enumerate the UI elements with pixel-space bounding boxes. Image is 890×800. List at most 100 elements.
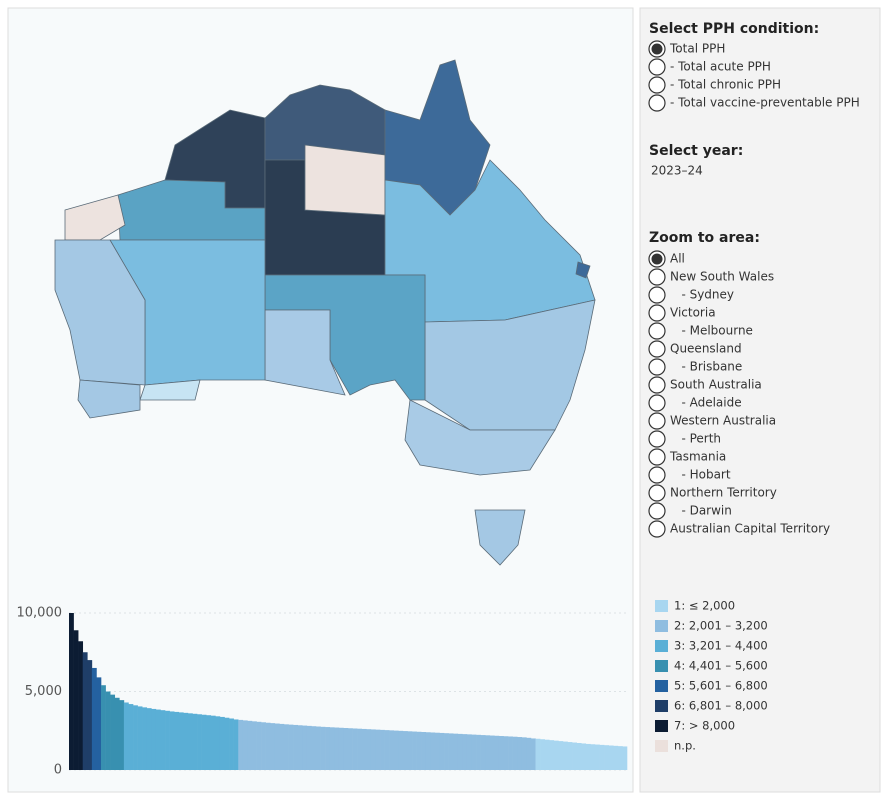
bar: [69, 613, 74, 770]
radio-label[interactable]: - Sydney: [670, 288, 734, 302]
radio-label[interactable]: Northern Territory: [670, 486, 777, 500]
radio-button[interactable]: [648, 448, 666, 466]
radio-button[interactable]: [648, 358, 666, 376]
bar: [544, 739, 550, 770]
area-title: Zoom to area:: [649, 230, 760, 246]
radio-button[interactable]: [648, 502, 666, 520]
region: [424, 299, 596, 431]
radio-label[interactable]: Victoria: [670, 306, 716, 320]
region: [139, 379, 201, 401]
bar: [421, 732, 427, 770]
radio-button[interactable]: [648, 340, 666, 358]
radio-button[interactable]: [648, 94, 666, 112]
radio-label[interactable]: - Brisbane: [670, 360, 742, 374]
bar: [476, 734, 481, 770]
radio-label[interactable]: - Adelaide: [670, 396, 742, 410]
radio-button[interactable]: [648, 376, 666, 394]
region: [575, 261, 591, 279]
bar: [251, 721, 257, 770]
radio-button[interactable]: [648, 394, 666, 412]
bar: [183, 712, 189, 770]
bar: [201, 714, 207, 770]
bar: [402, 731, 408, 770]
bar: [567, 742, 573, 770]
radio-button[interactable]: [648, 412, 666, 430]
radio-label[interactable]: - Perth: [670, 432, 721, 446]
bar: [343, 728, 349, 770]
bar: [562, 741, 568, 770]
bar: [91, 667, 97, 770]
bar: [357, 728, 363, 770]
radio-button[interactable]: [648, 286, 666, 304]
condition-title: Select PPH condition:: [649, 21, 819, 37]
radio-button[interactable]: [648, 58, 666, 76]
radio-label[interactable]: - Total vaccine-preventable PPH: [670, 96, 860, 110]
radio-button[interactable]: [648, 76, 666, 94]
radio-label[interactable]: - Darwin: [670, 504, 732, 518]
radio-button[interactable]: [648, 466, 666, 484]
side-panel: [639, 7, 881, 793]
bar: [114, 697, 120, 770]
bar: [261, 722, 266, 770]
bar: [384, 730, 390, 770]
bar: [329, 727, 335, 770]
radio-button[interactable]: [648, 484, 666, 502]
legend-label: 1: ≤ 2,000: [674, 599, 735, 613]
radio-label[interactable]: - Total chronic PPH: [670, 78, 781, 92]
bar: [197, 714, 202, 770]
region: [64, 194, 126, 241]
bar: [110, 694, 116, 770]
radio-button[interactable]: [648, 520, 666, 538]
legend-swatch: [655, 660, 668, 672]
bar: [366, 729, 372, 770]
bar: [471, 734, 477, 770]
radio-label[interactable]: Australian Capital Territory: [670, 522, 830, 536]
bar: [393, 730, 399, 770]
bar: [174, 711, 180, 770]
bar: [412, 731, 417, 770]
bar: [210, 715, 216, 770]
legend-swatch: [655, 620, 668, 632]
radio-button[interactable]: [648, 322, 666, 340]
legend-swatch: [655, 680, 668, 692]
radio-label[interactable]: All: [670, 252, 685, 266]
radio-label[interactable]: - Total acute PPH: [670, 60, 771, 74]
y-tick-label: 10,000: [17, 606, 63, 621]
bar: [558, 741, 564, 770]
bar: [462, 734, 468, 770]
radio-dot: [651, 43, 663, 55]
radio-label[interactable]: South Australia: [670, 378, 762, 392]
bar: [338, 727, 344, 770]
year-value[interactable]: 2023–24: [651, 164, 703, 178]
radio-label[interactable]: - Hobart: [670, 468, 731, 482]
bar: [187, 713, 193, 770]
radio-label[interactable]: New South Wales: [670, 270, 774, 284]
legend-label: n.p.: [674, 739, 696, 753]
radio-label[interactable]: Total PPH: [669, 42, 725, 56]
bar: [622, 746, 628, 770]
legend-swatch: [655, 640, 668, 652]
radio-label[interactable]: Queensland: [670, 342, 742, 356]
radio-button[interactable]: [648, 304, 666, 322]
bar: [407, 731, 413, 770]
bar: [270, 723, 276, 770]
bar: [425, 732, 431, 770]
bar: [256, 721, 262, 770]
bar: [398, 730, 404, 770]
bar: [485, 735, 491, 770]
radio-button[interactable]: [648, 268, 666, 286]
bar: [105, 691, 111, 770]
bar: [311, 726, 317, 770]
bar: [590, 744, 596, 770]
legend-label: 7: > 8,000: [674, 719, 735, 733]
bar: [530, 738, 536, 770]
bar: [503, 736, 509, 770]
radio-button[interactable]: [648, 430, 666, 448]
radio-label[interactable]: Tasmania: [669, 450, 726, 464]
bar: [585, 743, 591, 770]
bar: [352, 728, 358, 770]
radio-label[interactable]: - Melbourne: [670, 324, 753, 338]
bar: [165, 710, 170, 770]
radio-label[interactable]: Western Australia: [670, 414, 776, 428]
bar: [453, 733, 459, 770]
